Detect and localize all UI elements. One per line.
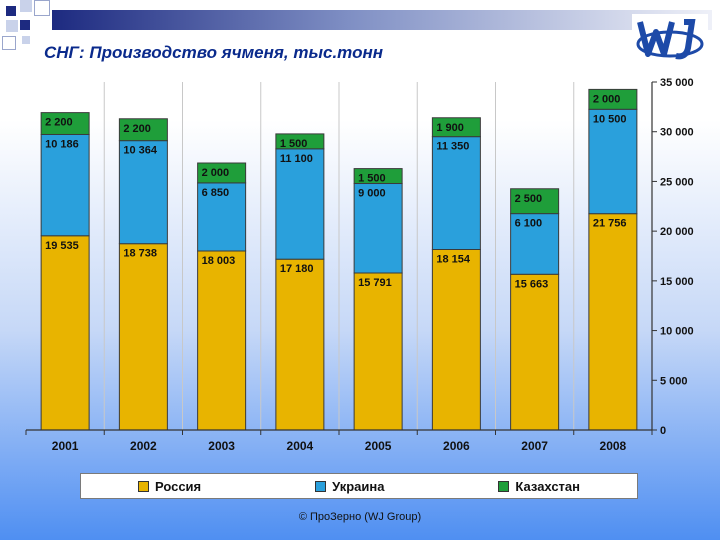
data-label-kazakhstan-2003: 2 000 — [202, 167, 230, 179]
legend-label-russia: Россия — [154, 478, 202, 494]
data-label-russia-2003: 18 003 — [202, 255, 236, 267]
data-label-kazakhstan-2001: 2 200 — [45, 117, 73, 129]
data-label-russia-2008: 21 756 — [593, 218, 627, 230]
y-tick-label-25000: 25 000 — [660, 176, 694, 188]
copyright-text: © ПроЗерно (WJ Group) — [298, 511, 422, 523]
bar-ukraine-2007 — [510, 213, 560, 275]
company-logo — [632, 14, 708, 68]
data-label-ukraine-2004: 11 100 — [280, 153, 313, 165]
bar-russia-2005 — [353, 272, 403, 431]
bar-russia-2002 — [118, 243, 168, 431]
x-tick-label-2001: 2001 — [52, 439, 79, 453]
data-label-russia-2005: 15 791 — [358, 277, 392, 289]
bar-russia-2006 — [431, 248, 481, 431]
bar-ukraine-2002 — [118, 140, 168, 245]
legend-item-kazakhstan: Казахстан — [498, 479, 580, 494]
data-label-russia-2007: 15 663 — [515, 278, 549, 290]
bar-kazakhstan-2002 — [118, 118, 168, 142]
data-label-ukraine-2002: 10 364 — [123, 145, 158, 157]
decor-square-4 — [6, 20, 18, 32]
decor-square-3 — [34, 0, 50, 16]
bar-kazakhstan-2004 — [275, 133, 325, 150]
data-label-kazakhstan-2005: 1 500 — [358, 173, 386, 185]
bar-kazakhstan-2007 — [510, 188, 560, 215]
y-tick-label-15000: 15 000 — [660, 276, 694, 288]
data-label-russia-2001: 19 535 — [45, 240, 79, 252]
data-label-russia-2004: 17 180 — [280, 263, 314, 275]
decor-square-5 — [20, 20, 30, 30]
data-label-ukraine-2008: 10 500 — [593, 113, 627, 125]
legend-swatch-kazakhstan — [498, 480, 510, 492]
legend-item-ukraine: Украина — [315, 479, 384, 494]
legend-label-kazakhstan: Казахстан — [515, 478, 581, 494]
bar-russia-2008 — [588, 213, 638, 431]
legend-item-russia: Россия — [137, 478, 202, 494]
bar-ukraine-2005 — [353, 183, 403, 274]
bar-ukraine-2008 — [588, 108, 638, 215]
data-label-kazakhstan-2002: 2 200 — [123, 123, 151, 135]
bar-ukraine-2006 — [431, 136, 481, 250]
bar-russia-2004 — [275, 258, 325, 431]
decor-square-1 — [6, 6, 16, 16]
data-label-kazakhstan-2007: 2 500 — [515, 193, 543, 205]
decor-square-6 — [2, 36, 16, 50]
x-tick-label-2005: 2005 — [365, 439, 392, 453]
data-label-kazakhstan-2008: 2 000 — [593, 93, 621, 105]
bar-russia-2001 — [40, 235, 90, 431]
y-tick-label-0: 0 — [660, 425, 666, 437]
data-label-ukraine-2006: 11 350 — [436, 141, 469, 153]
x-tick-label-2004: 2004 — [287, 439, 314, 453]
data-label-ukraine-2003: 6 850 — [202, 187, 230, 199]
bar-russia-2007 — [510, 273, 560, 431]
chart-legend: Россия Украина Казахстан — [80, 473, 638, 499]
x-tick-label-2008: 2008 — [600, 439, 627, 453]
data-label-ukraine-2005: 9 000 — [358, 188, 386, 200]
x-tick-label-2006: 2006 — [443, 439, 470, 453]
bar-ukraine-2004 — [275, 148, 325, 260]
y-tick-label-10000: 10 000 — [660, 326, 694, 338]
decor-square-2 — [20, 0, 32, 12]
data-label-russia-2002: 18 738 — [123, 248, 157, 260]
legend-swatch-russia — [137, 480, 149, 492]
bar-kazakhstan-2003 — [197, 162, 247, 184]
bar-russia-2003 — [197, 250, 247, 431]
bar-kazakhstan-2008 — [588, 88, 638, 110]
data-label-kazakhstan-2004: 1 500 — [280, 138, 308, 150]
y-tick-label-20000: 20 000 — [660, 226, 694, 238]
legend-label-ukraine: Украина — [332, 478, 385, 494]
y-tick-label-5000: 5 000 — [660, 375, 688, 387]
bar-kazakhstan-2001 — [40, 112, 90, 135]
y-tick-label-30000: 30 000 — [660, 127, 694, 139]
data-label-ukraine-2001: 10 186 — [45, 138, 79, 150]
y-tick-label-35000: 35 000 — [660, 77, 694, 89]
bar-kazakhstan-2006 — [431, 117, 481, 138]
x-tick-label-2007: 2007 — [521, 439, 548, 453]
data-label-russia-2006: 18 154 — [436, 253, 471, 265]
data-label-ukraine-2007: 6 100 — [515, 218, 543, 230]
slide-title: СНГ: Производство ячменя, тыс.тонн — [44, 43, 383, 62]
legend-swatch-ukraine — [315, 480, 327, 492]
bar-ukraine-2003 — [197, 182, 247, 252]
bar-kazakhstan-2005 — [353, 168, 403, 185]
data-label-kazakhstan-2006: 1 900 — [436, 122, 464, 134]
header-gradient-bar — [52, 10, 712, 30]
x-tick-label-2003: 2003 — [208, 439, 235, 453]
decor-square-7 — [22, 36, 30, 44]
x-tick-label-2002: 2002 — [130, 439, 157, 453]
bar-ukraine-2001 — [40, 133, 90, 237]
